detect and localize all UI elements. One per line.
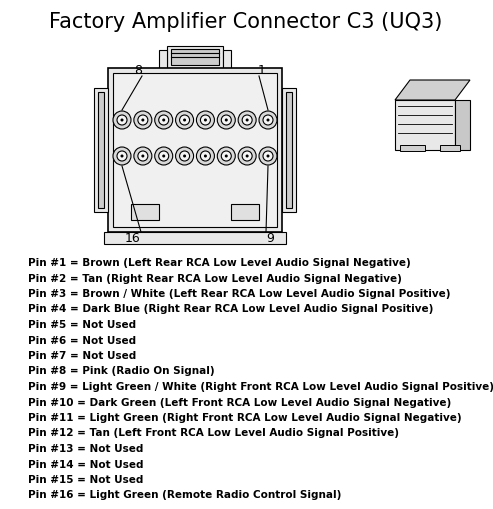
Text: Pin #3 = Brown / White (Left Rear RCA Low Level Audio Signal Positive): Pin #3 = Brown / White (Left Rear RCA Lo…: [28, 289, 451, 299]
Circle shape: [242, 151, 252, 161]
Circle shape: [238, 111, 256, 129]
Circle shape: [259, 111, 277, 129]
Bar: [108, 68, 282, 232]
Bar: [440, 145, 460, 151]
Circle shape: [201, 115, 211, 125]
Text: Pin #12 = Tan (Left Front RCA Low Level Audio Signal Positive): Pin #12 = Tan (Left Front RCA Low Level …: [28, 429, 399, 438]
Circle shape: [225, 119, 228, 122]
Circle shape: [179, 115, 190, 125]
Bar: [98, 92, 104, 208]
Circle shape: [217, 147, 235, 165]
Text: 9: 9: [266, 232, 274, 244]
Text: Pin #9 = Light Green / White (Right Front RCA Low Level Audio Signal Positive): Pin #9 = Light Green / White (Right Fron…: [28, 382, 493, 392]
Circle shape: [221, 151, 231, 161]
Circle shape: [196, 147, 214, 165]
Circle shape: [179, 151, 190, 161]
Circle shape: [117, 115, 127, 125]
Bar: [395, 100, 455, 150]
Circle shape: [138, 115, 148, 125]
Bar: [113, 73, 277, 227]
Circle shape: [159, 151, 169, 161]
Bar: [455, 100, 470, 150]
Circle shape: [162, 155, 165, 157]
Text: Pin #7 = Not Used: Pin #7 = Not Used: [28, 351, 136, 361]
Text: Pin #5 = Not Used: Pin #5 = Not Used: [28, 320, 136, 330]
Bar: [286, 92, 292, 208]
Text: Pin #16 = Light Green (Remote Radio Control Signal): Pin #16 = Light Green (Remote Radio Cont…: [28, 491, 341, 500]
Circle shape: [221, 115, 231, 125]
Circle shape: [225, 155, 228, 157]
Circle shape: [246, 119, 248, 122]
Bar: [94, 88, 108, 212]
Circle shape: [134, 111, 152, 129]
Circle shape: [159, 115, 169, 125]
Text: Pin #1 = Brown (Left Rear RCA Low Level Audio Signal Negative): Pin #1 = Brown (Left Rear RCA Low Level …: [28, 258, 411, 268]
Circle shape: [113, 111, 131, 129]
Circle shape: [267, 155, 270, 157]
Bar: [231, 204, 259, 220]
Circle shape: [134, 147, 152, 165]
Circle shape: [238, 147, 256, 165]
Bar: [131, 204, 159, 220]
Bar: [223, 50, 231, 68]
Circle shape: [263, 115, 273, 125]
Circle shape: [196, 111, 214, 129]
Circle shape: [217, 111, 235, 129]
Bar: [400, 145, 425, 151]
Text: Pin #4 = Dark Blue (Right Rear RCA Low Level Audio Signal Positive): Pin #4 = Dark Blue (Right Rear RCA Low L…: [28, 304, 433, 315]
Text: Pin #15 = Not Used: Pin #15 = Not Used: [28, 475, 143, 485]
Circle shape: [141, 155, 144, 157]
Text: Factory Amplifier Connector C3 (UQ3): Factory Amplifier Connector C3 (UQ3): [49, 12, 443, 32]
Text: Pin #13 = Not Used: Pin #13 = Not Used: [28, 444, 143, 454]
Text: Pin #8 = Pink (Radio On Signal): Pin #8 = Pink (Radio On Signal): [28, 366, 214, 377]
Text: 16: 16: [125, 232, 141, 244]
Circle shape: [242, 115, 252, 125]
Circle shape: [183, 155, 186, 157]
Text: Pin #11 = Light Green (Right Front RCA Low Level Audio Signal Negative): Pin #11 = Light Green (Right Front RCA L…: [28, 413, 461, 423]
Circle shape: [204, 119, 207, 122]
Bar: [167, 46, 223, 68]
Circle shape: [162, 119, 165, 122]
Circle shape: [201, 151, 211, 161]
Circle shape: [113, 147, 131, 165]
Circle shape: [120, 119, 124, 122]
Text: Pin #6 = Not Used: Pin #6 = Not Used: [28, 335, 136, 346]
Bar: [104, 232, 286, 244]
Circle shape: [155, 147, 173, 165]
Bar: [171, 49, 219, 65]
Circle shape: [267, 119, 270, 122]
Circle shape: [117, 151, 127, 161]
Circle shape: [138, 151, 148, 161]
Text: 8: 8: [134, 64, 142, 76]
Circle shape: [176, 111, 194, 129]
Circle shape: [204, 155, 207, 157]
Circle shape: [246, 155, 248, 157]
Circle shape: [263, 151, 273, 161]
Circle shape: [120, 155, 124, 157]
Text: Pin #2 = Tan (Right Rear RCA Low Level Audio Signal Negative): Pin #2 = Tan (Right Rear RCA Low Level A…: [28, 273, 402, 284]
Circle shape: [259, 147, 277, 165]
Circle shape: [155, 111, 173, 129]
Text: Pin #10 = Dark Green (Left Front RCA Low Level Audio Signal Negative): Pin #10 = Dark Green (Left Front RCA Low…: [28, 398, 451, 408]
Bar: [282, 88, 296, 212]
Text: Pin #14 = Not Used: Pin #14 = Not Used: [28, 460, 143, 469]
Polygon shape: [395, 80, 470, 100]
Circle shape: [141, 119, 144, 122]
Text: 1: 1: [258, 64, 266, 76]
Circle shape: [176, 147, 194, 165]
Circle shape: [183, 119, 186, 122]
Bar: [159, 50, 167, 68]
